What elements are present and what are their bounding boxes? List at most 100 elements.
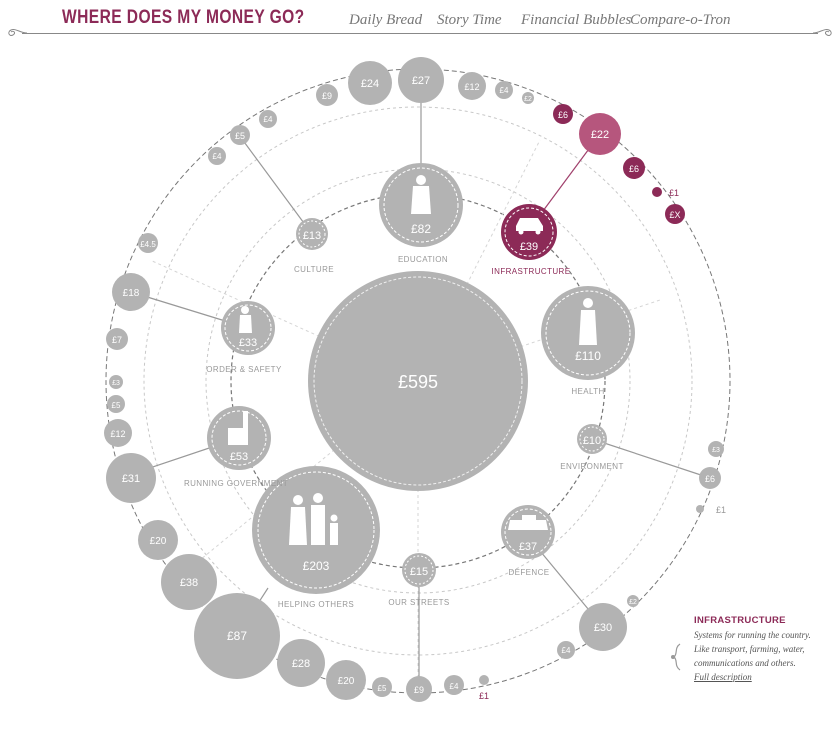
svg-text:£4: £4 bbox=[500, 86, 509, 95]
defence-amount: £37 bbox=[519, 541, 537, 553]
outer-bubble[interactable]: £4 bbox=[557, 641, 575, 659]
category-our-streets[interactable]: £15 OUR STREETS bbox=[388, 553, 449, 607]
car-icon bbox=[516, 218, 543, 235]
svg-text:£1: £1 bbox=[479, 691, 489, 701]
nav-financial-bubbles[interactable]: Financial Bubbles bbox=[521, 12, 632, 28]
outer-bubble[interactable]: £24 bbox=[348, 61, 392, 105]
category-order-safety[interactable]: £33 ORDER & SAFETY bbox=[206, 301, 282, 374]
category-environment[interactable]: £10 ENVIRONMENT bbox=[560, 424, 624, 471]
nav-daily-bread[interactable]: Daily Bread bbox=[349, 12, 423, 28]
connector-lines bbox=[125, 80, 711, 689]
our-streets-label: OUR STREETS bbox=[388, 598, 449, 607]
outer-bubbles: £9 £24 £27 £12 £4 £2 £6 £22 £6 £1 £X £5 … bbox=[104, 57, 726, 702]
svg-text:£27: £27 bbox=[412, 75, 430, 87]
outer-bubble[interactable]: £20 bbox=[138, 520, 178, 560]
svg-text:£6: £6 bbox=[558, 110, 568, 120]
health-amount: £110 bbox=[575, 349, 601, 363]
total-bubble[interactable]: £595 bbox=[308, 271, 528, 491]
outer-bubble[interactable]: £27 bbox=[398, 57, 444, 103]
svg-text:£38: £38 bbox=[180, 577, 198, 589]
outer-bubble[interactable]: £87 bbox=[194, 593, 280, 679]
outer-bubble[interactable]: £X bbox=[665, 204, 685, 224]
nav-compare-o-tron[interactable]: Compare-o-Tron bbox=[630, 12, 731, 28]
outer-bubble[interactable]: £6 bbox=[699, 467, 721, 489]
svg-text:£5: £5 bbox=[235, 131, 245, 141]
category-defence[interactable]: £37 DEFENCE bbox=[501, 505, 555, 577]
header-bar: WHERE DOES MY MONEY GO? Daily Bread Stor… bbox=[0, 0, 840, 40]
category-education[interactable]: £82 EDUCATION bbox=[379, 163, 463, 264]
nav-story-time[interactable]: Story Time bbox=[437, 12, 502, 28]
outer-bubble[interactable]: £2 bbox=[627, 595, 639, 607]
svg-text:£3: £3 bbox=[712, 447, 720, 454]
svg-text:£5: £5 bbox=[112, 401, 121, 410]
helping-others-amount: £203 bbox=[303, 559, 330, 573]
site-logo[interactable]: WHERE DOES MY MONEY GO? bbox=[62, 7, 305, 28]
outer-bubble[interactable]: £9 bbox=[406, 676, 432, 702]
outer-bubble[interactable]: £4 bbox=[444, 675, 464, 695]
environment-label: ENVIRONMENT bbox=[560, 462, 624, 471]
outer-bubble[interactable]: £5 bbox=[230, 125, 250, 145]
outer-bubble[interactable]: £1 bbox=[696, 505, 726, 515]
svg-text:£9: £9 bbox=[322, 91, 332, 101]
svg-text:£X: £X bbox=[669, 210, 680, 220]
svg-text:£3: £3 bbox=[112, 380, 120, 387]
outer-bubble[interactable]: £4 bbox=[495, 81, 513, 99]
outer-bubble[interactable]: £6 bbox=[623, 157, 645, 179]
category-health[interactable]: £110 HEALTH bbox=[541, 286, 635, 396]
infrastructure-amount: £39 bbox=[520, 241, 538, 253]
category-infrastructure[interactable]: £39 INFRASTRUCTURE bbox=[492, 204, 571, 276]
outer-bubble[interactable]: £4.5 bbox=[138, 233, 158, 253]
svg-text:£4: £4 bbox=[562, 646, 571, 655]
full-description-link[interactable]: Full description bbox=[694, 672, 752, 682]
svg-text:£28: £28 bbox=[292, 658, 310, 670]
outer-bubble[interactable]: £4 bbox=[259, 110, 277, 128]
outer-bubble[interactable]: £12 bbox=[104, 419, 132, 447]
svg-text:£1: £1 bbox=[669, 188, 679, 198]
svg-text:£4: £4 bbox=[450, 682, 459, 691]
outer-bubble[interactable]: £20 bbox=[326, 660, 366, 700]
family-icon bbox=[289, 493, 338, 545]
doctor-icon bbox=[579, 298, 597, 345]
svg-text:£4.5: £4.5 bbox=[140, 240, 156, 249]
info-description: Systems for running the country. Like tr… bbox=[694, 630, 811, 668]
outer-bubble[interactable]: £5 bbox=[372, 677, 392, 697]
our-streets-amount: £15 bbox=[410, 566, 428, 578]
outer-bubble[interactable]: £12 bbox=[458, 72, 486, 100]
outer-bubble[interactable]: £1 bbox=[652, 187, 679, 198]
total-amount: £595 bbox=[398, 372, 438, 392]
svg-text:£4: £4 bbox=[264, 115, 273, 124]
outer-bubble[interactable]: £1 bbox=[479, 675, 489, 701]
outer-bubble[interactable]: £3 bbox=[708, 441, 724, 457]
svg-text:£22: £22 bbox=[591, 129, 609, 141]
svg-text:£9: £9 bbox=[414, 685, 424, 695]
category-running-government[interactable]: £53 RUNNING GOVERNMENT bbox=[184, 406, 288, 488]
outer-bubble[interactable]: £6 bbox=[553, 104, 573, 124]
svg-text:£18: £18 bbox=[123, 288, 140, 299]
ornament-icon bbox=[671, 643, 681, 671]
svg-text:£1: £1 bbox=[716, 505, 726, 515]
info-panel: INFRASTRUCTURE Systems for running the c… bbox=[694, 614, 824, 684]
outer-bubble[interactable]: £30 bbox=[579, 603, 627, 651]
svg-text:£7: £7 bbox=[112, 335, 122, 345]
outer-bubble[interactable]: £4 bbox=[208, 147, 226, 165]
svg-text:£2: £2 bbox=[524, 96, 532, 103]
svg-text:£24: £24 bbox=[361, 78, 379, 90]
education-amount: £82 bbox=[411, 222, 431, 236]
outer-bubble[interactable]: £7 bbox=[106, 328, 128, 350]
outer-bubble[interactable]: £9 bbox=[316, 84, 338, 106]
outer-bubble[interactable]: £2 bbox=[522, 92, 534, 104]
svg-text:£6: £6 bbox=[629, 164, 639, 174]
outer-bubble[interactable]: £5 bbox=[107, 395, 125, 413]
info-title: INFRASTRUCTURE bbox=[694, 615, 786, 626]
outer-bubble[interactable]: £22 bbox=[579, 113, 621, 155]
category-helping-others[interactable]: £203 HELPING OTHERS bbox=[252, 466, 380, 609]
outer-bubble[interactable]: £3 bbox=[109, 375, 123, 389]
category-culture[interactable]: £13 CULTURE bbox=[294, 218, 334, 274]
running-government-amount: £53 bbox=[230, 451, 248, 463]
outer-bubble[interactable]: £18 bbox=[112, 273, 150, 311]
outer-bubble[interactable]: £28 bbox=[277, 639, 325, 687]
left-flourish-icon bbox=[8, 29, 28, 36]
right-flourish-icon bbox=[812, 29, 832, 36]
outer-bubble[interactable]: £38 bbox=[161, 554, 217, 610]
outer-bubble[interactable]: £31 bbox=[106, 453, 156, 503]
